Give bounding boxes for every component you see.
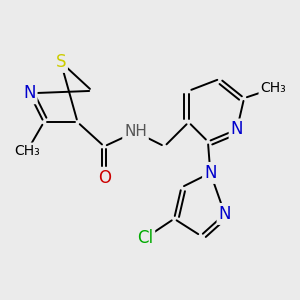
Text: Cl: Cl [137,229,153,247]
Text: CH₃: CH₃ [14,144,40,158]
Text: N: N [23,84,36,102]
Text: CH₃: CH₃ [260,82,286,95]
Text: S: S [56,53,66,71]
Text: O: O [98,169,111,187]
Text: N: N [219,205,231,223]
Text: N: N [204,164,217,182]
Text: NH: NH [124,124,147,140]
Text: N: N [231,121,243,139]
